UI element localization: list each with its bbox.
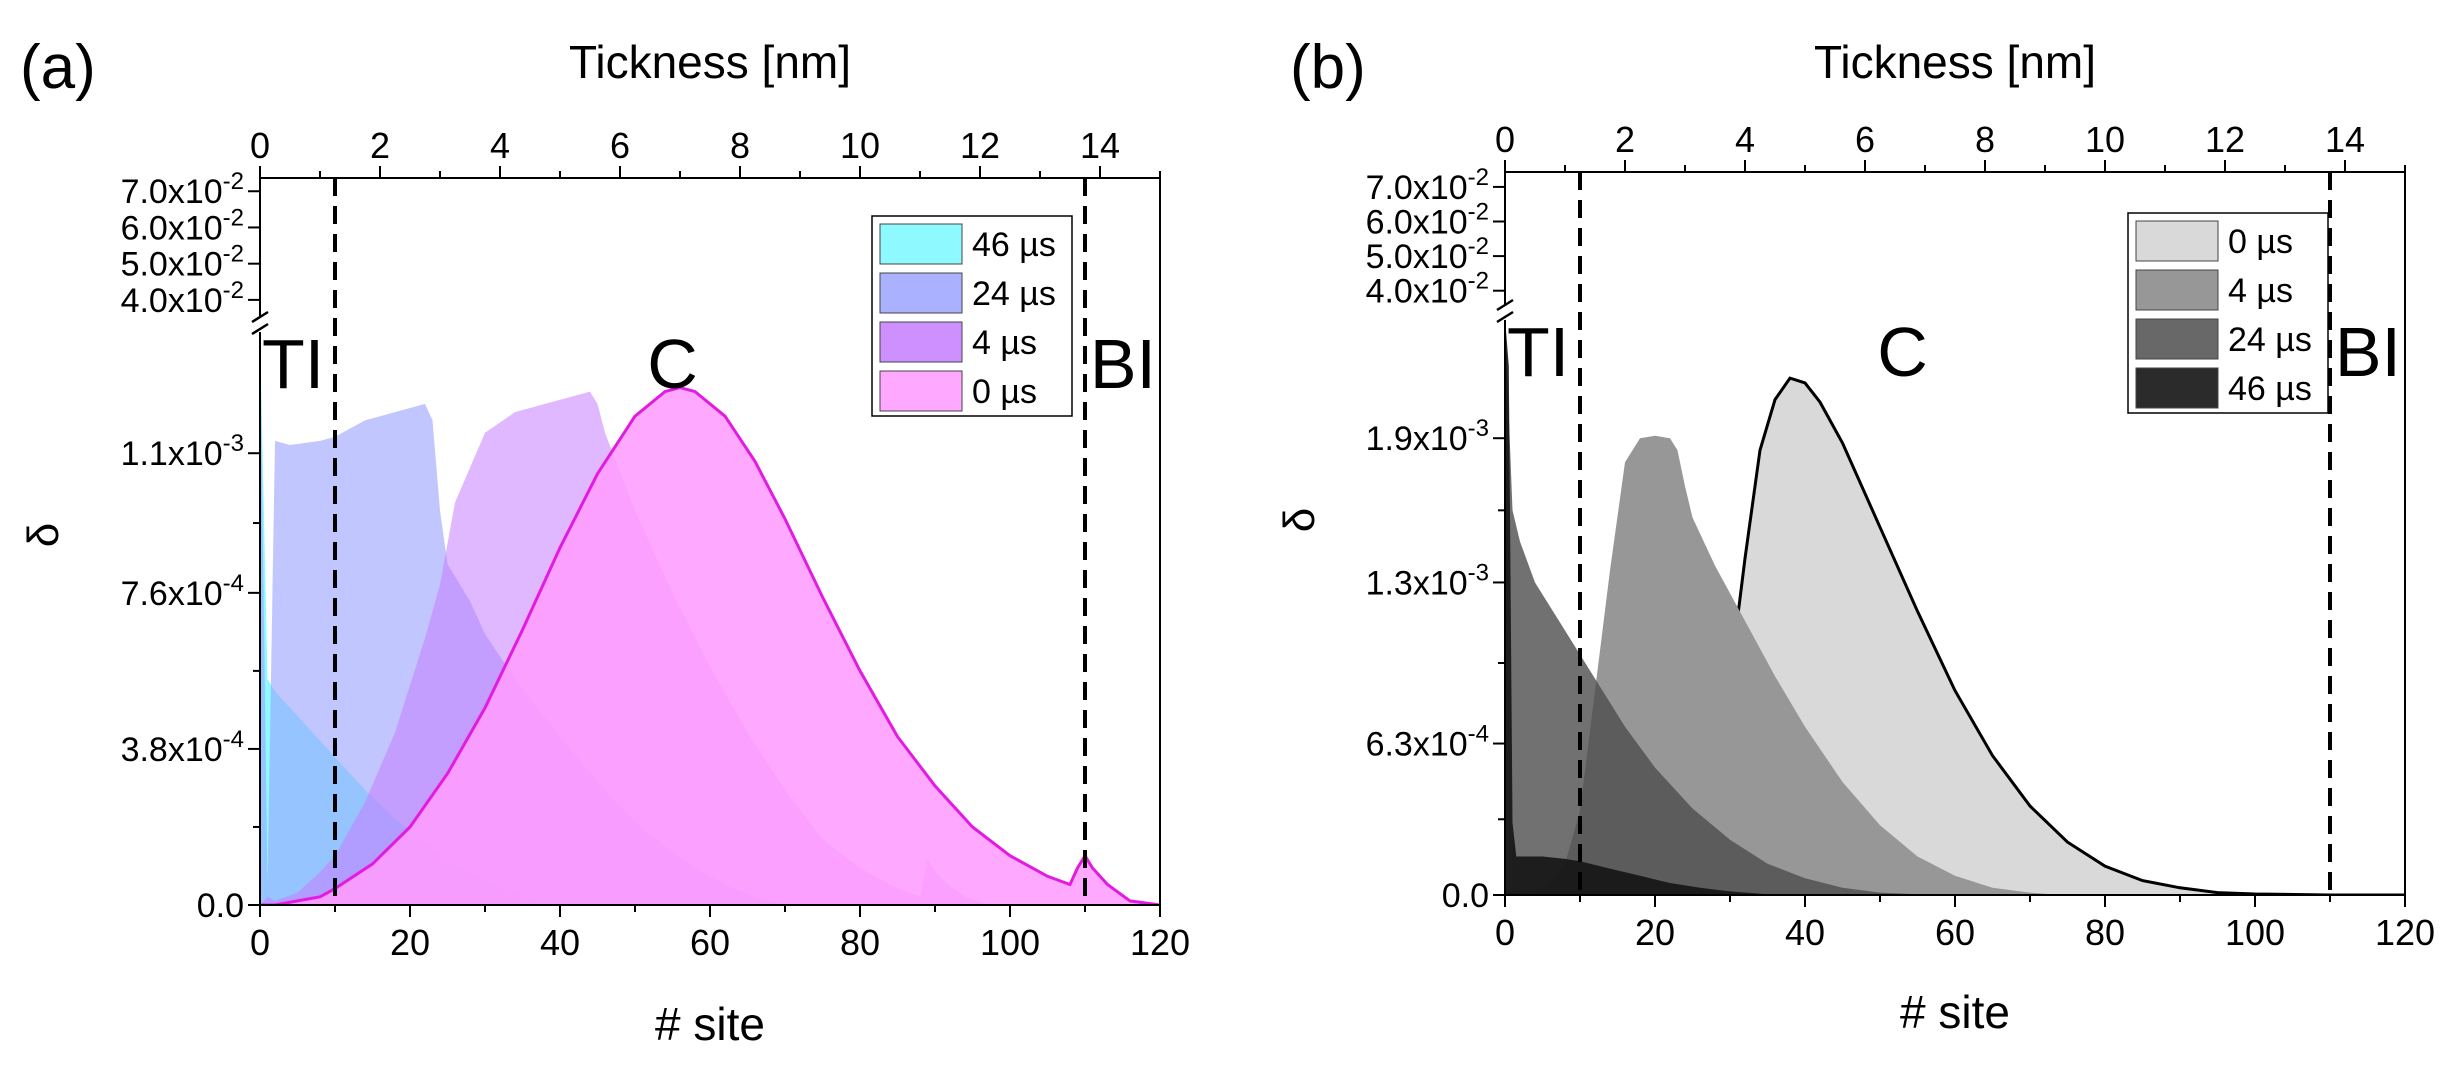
- legend-swatch: [879, 223, 963, 265]
- y-axis-title: δ: [19, 523, 68, 548]
- panel-a: (a) TI C BI 0 20 40 60 80 100 120 # site 0 2 4 6 8 10 12 14…: [19, 33, 1190, 1050]
- x-tick-label: 60: [690, 922, 730, 963]
- top-x-tick-label: 8: [730, 125, 750, 166]
- legend-label: 24 µs: [972, 275, 1056, 313]
- x-tick-label: 60: [1935, 912, 1975, 953]
- x-tick-label: 80: [2085, 912, 2125, 953]
- top-x-axis-title: Tickness [nm]: [1814, 36, 2096, 88]
- region-label: TI: [262, 325, 324, 403]
- plot-area: [1505, 318, 2405, 895]
- y-tick-label-upper: 6.0x10-2: [1366, 199, 1489, 242]
- x-axis-title: # site: [1900, 986, 2010, 1038]
- legend-swatch: [879, 370, 963, 412]
- top-x-tick-label: 6: [1855, 119, 1875, 160]
- legend-swatch: [879, 272, 963, 314]
- top-x-tick-label: 10: [840, 125, 880, 166]
- series-area-3: [260, 387, 1160, 905]
- top-x-tick-label: 4: [490, 125, 510, 166]
- y-tick-label: 6.3x10-4: [1366, 721, 1489, 764]
- plot-area: [260, 330, 1160, 905]
- legend-swatch: [2135, 220, 2219, 262]
- y-tick-label-upper: 5.0x10-2: [121, 241, 244, 284]
- y-tick-label: 1.9x10-3: [1366, 415, 1489, 458]
- x-tick-label: 100: [2225, 912, 2285, 953]
- series-area-2: [1505, 318, 1940, 895]
- legend-swatch: [2135, 269, 2219, 311]
- series-line-3: [260, 385, 1160, 905]
- x-tick-label: 0: [1495, 912, 1515, 953]
- top-x-tick-label: 0: [250, 125, 270, 166]
- top-x-tick-label: 2: [370, 125, 390, 166]
- axis-break-mark: [1496, 298, 1514, 312]
- y-tick-label-upper: 6.0x10-2: [121, 204, 244, 247]
- top-x-tick-label: 14: [2325, 119, 2365, 160]
- y-tick-label-upper: 5.0x10-2: [1366, 233, 1489, 276]
- legend-label: 24 µs: [2228, 321, 2312, 359]
- region-label: BI: [1090, 325, 1156, 403]
- axis-break-mark: [1496, 310, 1514, 324]
- top-x-tick-label: 2: [1615, 119, 1635, 160]
- panel-b: (b) TI C BI 0 20 40 60 80 100 120 # site 0 2 4 6 8 10 12 14…: [1275, 33, 2435, 1038]
- y-tick-label: 0.0: [197, 887, 244, 925]
- y-tick-label-upper: 4.0x10-2: [1366, 268, 1489, 311]
- region-label: C: [1877, 313, 1928, 391]
- legend-label: 4 µs: [972, 324, 1037, 362]
- top-x-tick-label: 6: [610, 125, 630, 166]
- y-tick-label: 7.6x10-4: [121, 570, 244, 613]
- region-label: BI: [2335, 313, 2401, 391]
- top-x-tick-label: 0: [1495, 119, 1515, 160]
- x-tick-label: 120: [2375, 912, 2435, 953]
- panel-label: (a): [20, 33, 96, 102]
- x-tick-label: 40: [1785, 912, 1825, 953]
- y-tick-label-upper: 7.0x10-2: [121, 168, 244, 211]
- legend: 46 µs 24 µs 4 µs 0 µs: [871, 215, 1073, 417]
- x-tick-label: 20: [1635, 912, 1675, 953]
- top-x-axis-title: Tickness [nm]: [569, 36, 851, 88]
- x-axis-title: # site: [655, 998, 765, 1050]
- top-x-tick-label: 4: [1735, 119, 1755, 160]
- axis-break-mark: [251, 310, 269, 324]
- x-tick-label: 80: [840, 922, 880, 963]
- y-tick-label: 3.8x10-4: [121, 726, 244, 769]
- legend-label: 0 µs: [972, 373, 1037, 411]
- legend-swatch: [2135, 318, 2219, 360]
- axis-break-mark: [251, 322, 269, 336]
- x-tick-label: 20: [390, 922, 430, 963]
- y-tick-label: 1.1x10-3: [121, 430, 244, 473]
- legend: 0 µs 4 µs 24 µs 46 µs: [2127, 212, 2329, 414]
- y-tick-label-upper: 7.0x10-2: [1366, 164, 1489, 207]
- top-x-tick-label: 12: [960, 125, 1000, 166]
- legend-label: 4 µs: [2228, 272, 2293, 310]
- x-tick-label: 120: [1130, 922, 1190, 963]
- region-label: C: [647, 325, 698, 403]
- y-tick-label: 0.0: [1442, 877, 1489, 915]
- y-tick-label: 1.3x10-3: [1366, 559, 1489, 602]
- y-tick-label-upper: 4.0x10-2: [121, 277, 244, 320]
- x-tick-label: 0: [250, 922, 270, 963]
- top-x-tick-label: 10: [2085, 119, 2125, 160]
- legend-swatch: [879, 321, 963, 363]
- legend-label: 46 µs: [2228, 370, 2312, 408]
- x-tick-label: 100: [980, 922, 1040, 963]
- y-axis-title: δ: [1275, 508, 1324, 533]
- top-x-tick-label: 14: [1080, 125, 1120, 166]
- legend-label: 0 µs: [2228, 223, 2293, 261]
- x-tick-label: 40: [540, 922, 580, 963]
- legend-label: 46 µs: [972, 226, 1056, 264]
- region-label: TI: [1507, 313, 1569, 391]
- legend-swatch: [2135, 367, 2219, 409]
- panel-label: (b): [1290, 33, 1366, 102]
- top-x-tick-label: 12: [2205, 119, 2245, 160]
- top-x-tick-label: 8: [1975, 119, 1995, 160]
